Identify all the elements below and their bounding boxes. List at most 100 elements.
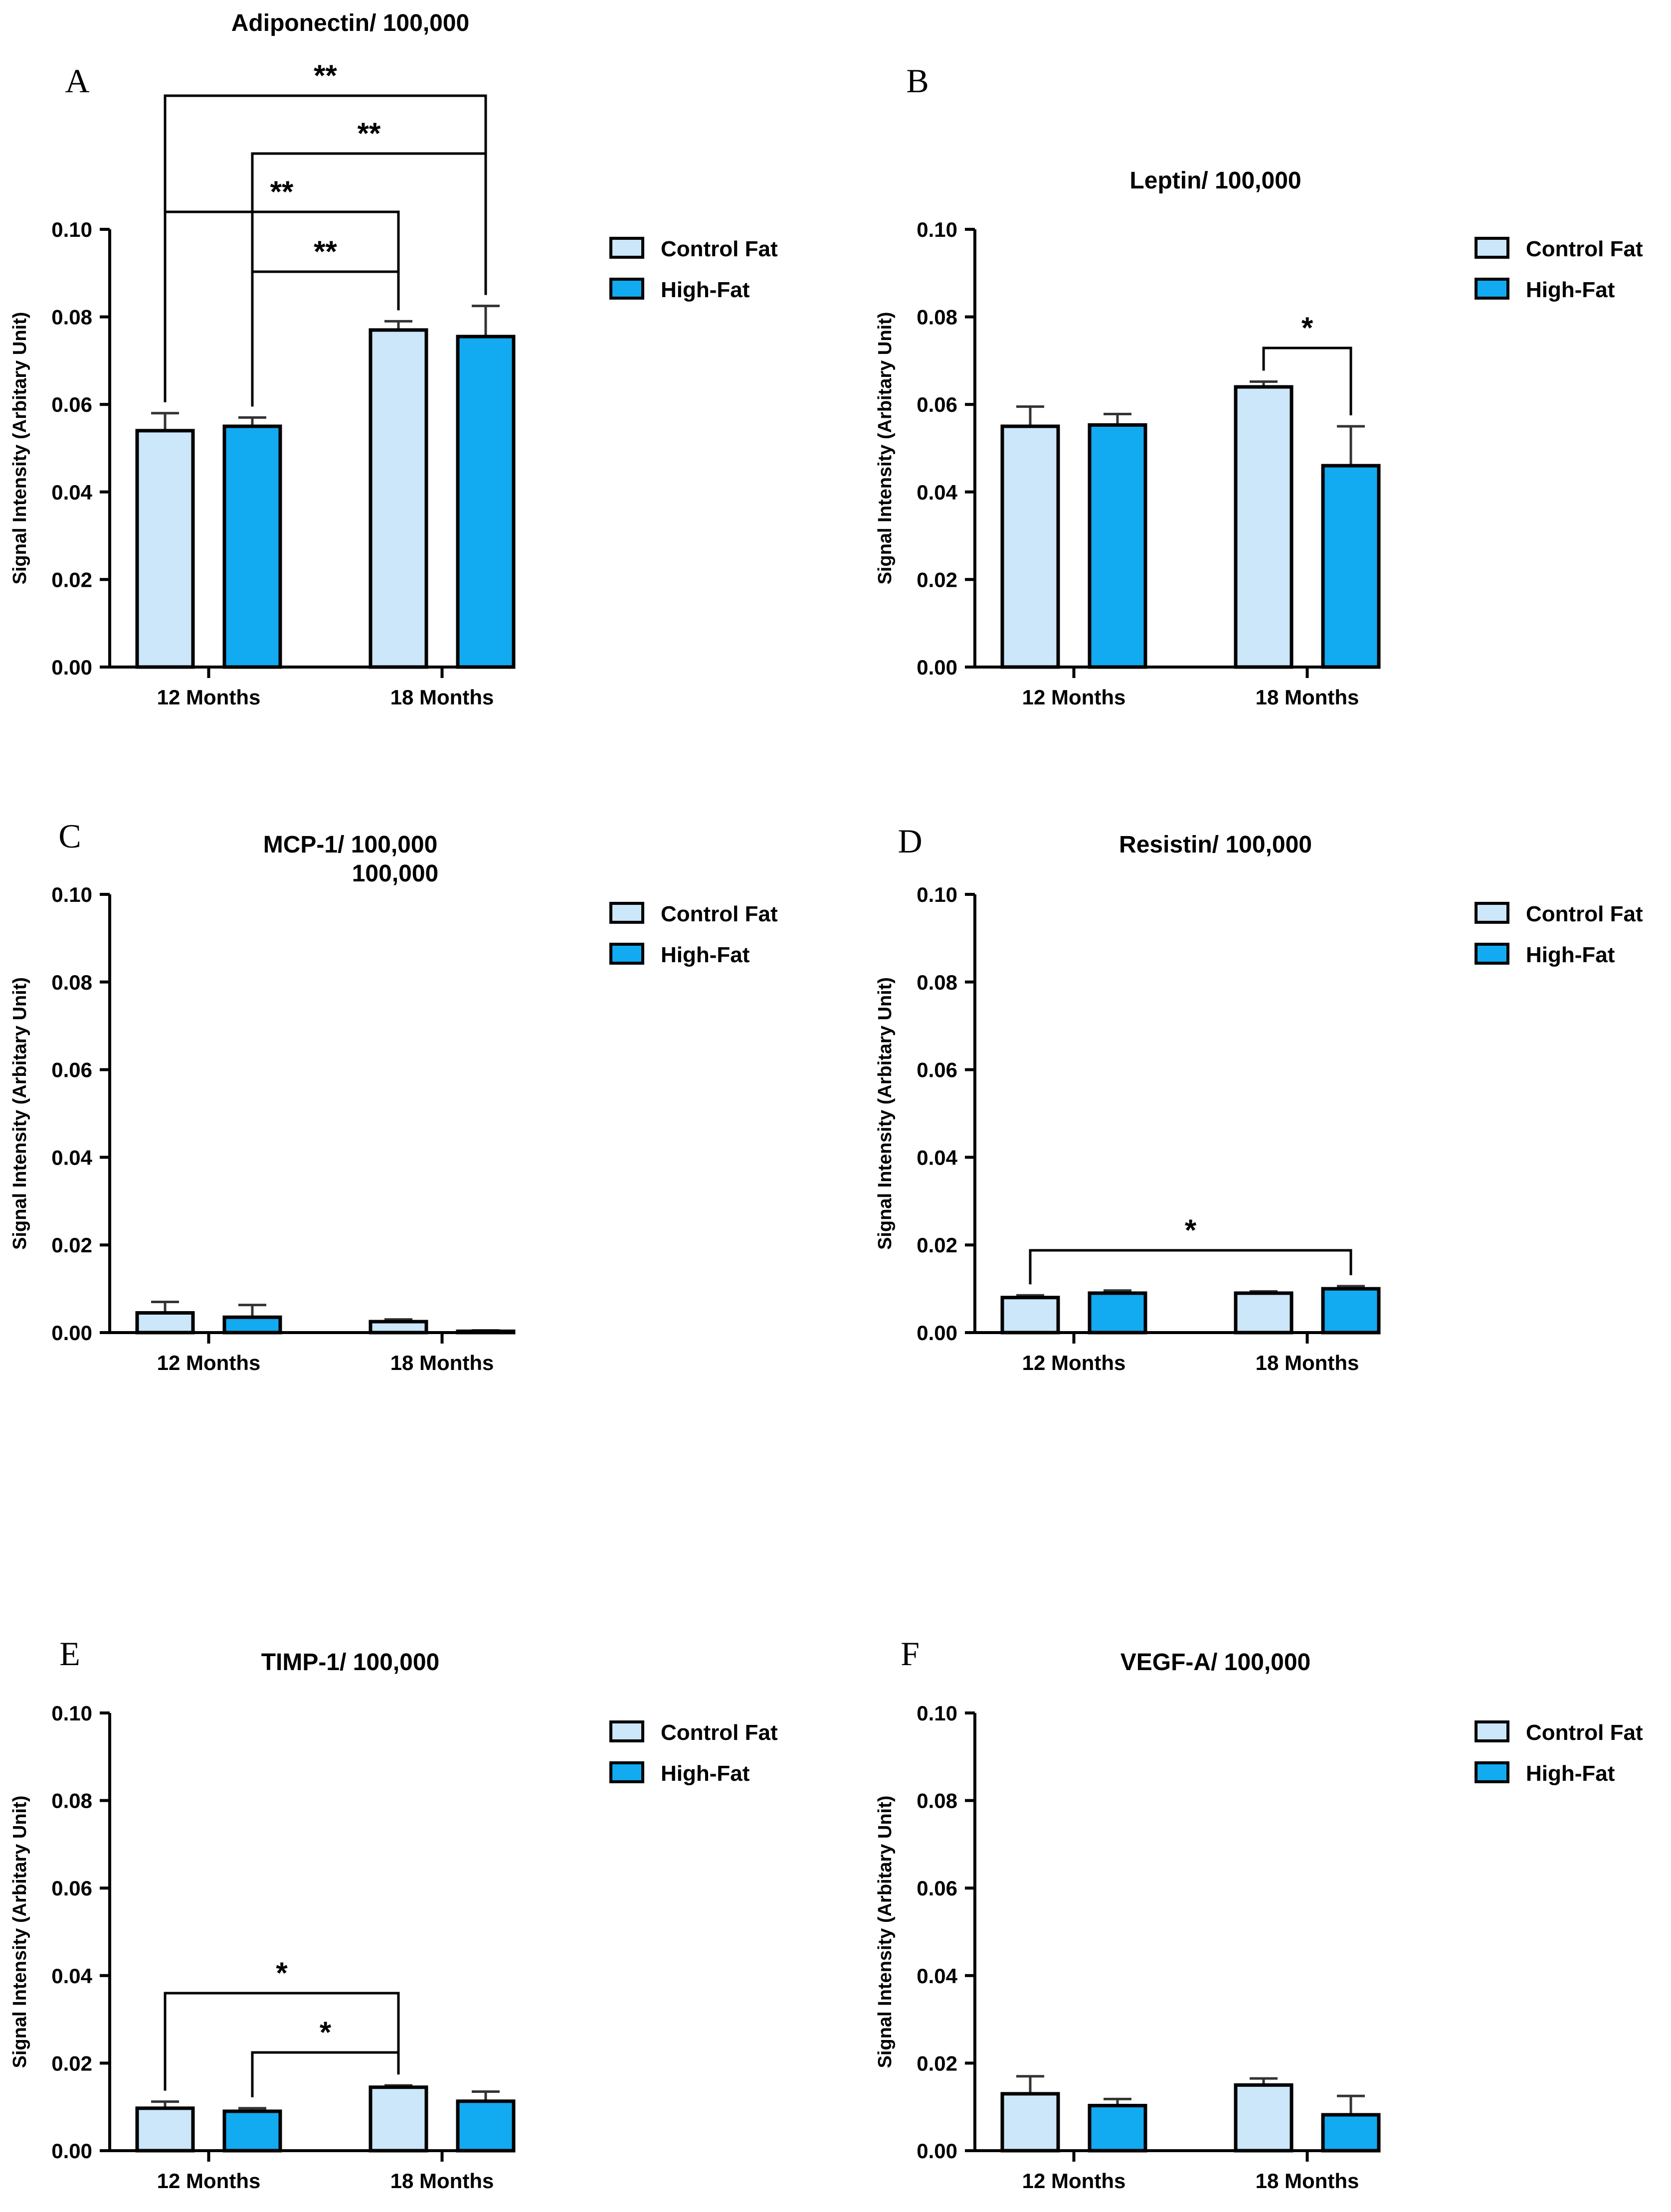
y-tick-label: 0.00 [917, 1321, 957, 1345]
y-tick-label: 0.10 [51, 1702, 92, 1725]
bar [1234, 385, 1294, 669]
chart-panel-F: F VEGF-A/ 100,000 0.00 0.02 0.04 0.06 0.08 0.10… [875, 1635, 1643, 2193]
legend-label: High-Fat [1526, 278, 1615, 302]
legend-swatch [609, 1720, 644, 1742]
y-tick-label: 0.02 [917, 1233, 957, 1257]
legend-swatch [1475, 278, 1509, 300]
bar [1088, 423, 1147, 669]
x-tick-label: 18 Months [390, 1351, 494, 1374]
y-tick-label: 0.08 [51, 971, 92, 994]
significance-bracket [164, 1992, 400, 2091]
legend-label: Control Fat [661, 237, 778, 261]
y-tick-label: 0.10 [51, 218, 92, 241]
y-tick-label: 0.04 [917, 481, 957, 504]
legend-swatch [1475, 1761, 1509, 1783]
y-tick-label: 0.10 [51, 883, 92, 906]
y-tick-label: 0.06 [51, 1876, 92, 1900]
panel-letter: B [906, 62, 928, 100]
y-axis-label: Signal Intensity (Arbitary Unit) [9, 977, 30, 1250]
x-tick-label: 18 Months [390, 2169, 494, 2193]
bar [1000, 424, 1060, 669]
y-tick-label: 0.04 [51, 481, 92, 504]
legend-swatch [609, 943, 644, 965]
legend-swatch [609, 902, 644, 924]
chart-title: Leptin/ 100,000 [1129, 168, 1301, 194]
bar [1000, 2092, 1060, 2153]
significance-label: * [276, 1956, 288, 1990]
significance-label: * [1185, 1213, 1197, 1247]
y-tick-label: 0.08 [51, 306, 92, 329]
legend-label: High-Fat [661, 943, 750, 967]
chart-subtitle: 100,000 [352, 860, 439, 887]
x-tick-label: 18 Months [1256, 685, 1359, 709]
y-tick-label: 0.02 [51, 1233, 92, 1257]
legend-swatch [609, 1761, 644, 1783]
significance-label: * [1301, 311, 1313, 344]
x-tick-label: 18 Months [1256, 1351, 1359, 1374]
x-tick-label: 12 Months [157, 1351, 261, 1374]
bar [456, 2099, 516, 2153]
panel-letter: D [898, 822, 922, 860]
y-tick-label: 0.06 [917, 393, 957, 416]
x-tick-label: 18 Months [1256, 2169, 1359, 2193]
bar [369, 1320, 428, 1335]
bar [135, 1311, 195, 1335]
panel-letter: C [58, 817, 81, 855]
bar [369, 2085, 428, 2153]
y-tick-label: 0.00 [51, 1321, 92, 1345]
significance-label: * [320, 2016, 332, 2049]
bar [456, 1329, 516, 1335]
y-axis-label: Signal Intensity (Arbitary Unit) [875, 1796, 896, 2068]
chart-title: VEGF-A/ 100,000 [1120, 1649, 1311, 1676]
bar [1088, 1291, 1147, 1335]
bar [222, 424, 282, 669]
bar [456, 335, 516, 669]
y-tick-label: 0.02 [51, 568, 92, 591]
bar [1321, 464, 1381, 669]
chart-title: TIMP-1/ 100,000 [261, 1649, 440, 1676]
legend-label: Control Fat [661, 1720, 778, 1745]
significance-label: ** [270, 175, 294, 208]
y-tick-label: 0.10 [917, 218, 957, 241]
legend-label: High-Fat [661, 1761, 750, 1786]
legend-label: Control Fat [1526, 237, 1643, 261]
y-tick-label: 0.02 [917, 2051, 957, 2075]
chart-panel-E: E TIMP-1/ 100,000 0.00 0.02 0.04 0.06 0.08 0.10… [9, 1635, 778, 2193]
bar [135, 429, 195, 669]
panel-letter: F [901, 1635, 920, 1673]
y-tick-label: 0.04 [917, 1964, 957, 1988]
legend-label: Control Fat [1526, 902, 1643, 926]
x-tick-label: 12 Months [1022, 1351, 1126, 1374]
significance-bracket [251, 270, 400, 407]
y-tick-label: 0.04 [51, 1146, 92, 1169]
bar [369, 328, 428, 669]
bar [135, 2106, 195, 2153]
legend-label: High-Fat [1526, 1761, 1615, 1786]
significance-label: ** [314, 235, 337, 268]
x-tick-label: 18 Months [390, 685, 494, 709]
legend-swatch [1475, 237, 1509, 259]
significance-bracket [164, 210, 400, 402]
bar [1321, 2113, 1381, 2153]
y-tick-label: 0.02 [917, 568, 957, 591]
bar [1234, 1291, 1294, 1335]
legend-swatch [1475, 1720, 1509, 1742]
bar [1234, 2083, 1294, 2153]
x-tick-label: 12 Months [157, 685, 261, 709]
legend-swatch [609, 237, 644, 259]
chart-title: Adiponectin/ 100,000 [231, 10, 470, 36]
significance-label: ** [314, 59, 337, 92]
y-axis-label: Signal Intensity (Arbitary Unit) [9, 1796, 30, 2068]
bar [1321, 1287, 1381, 1335]
y-axis-label: Signal Intensity (Arbitary Unit) [875, 977, 896, 1250]
chart-title: MCP-1/ 100,000 [263, 832, 438, 858]
y-axis-label: Signal Intensity (Arbitary Unit) [875, 312, 896, 585]
legend-label: Control Fat [1526, 1720, 1643, 1745]
legend-label: High-Fat [1526, 943, 1615, 967]
x-tick-label: 12 Months [157, 2169, 261, 2193]
y-tick-label: 0.02 [51, 2051, 92, 2075]
chart-panel-A: A Adiponectin/ 100,000 0.00 0.02 0.04 0.06 0.0… [9, 10, 778, 709]
y-tick-label: 0.00 [51, 656, 92, 679]
